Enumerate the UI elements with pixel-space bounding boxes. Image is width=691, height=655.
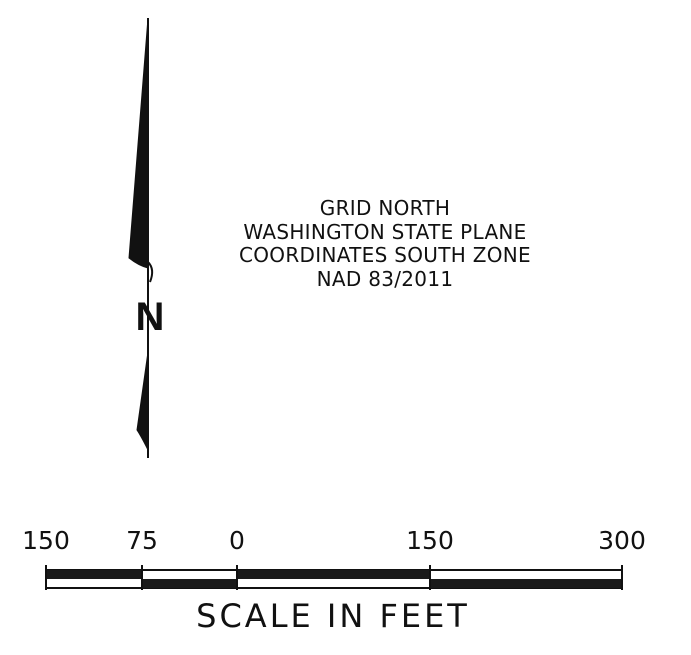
grid-note-line: GRID NORTH: [319, 196, 451, 220]
scale-bar-segment: [430, 579, 622, 588]
scale-label-75: 75: [126, 526, 158, 555]
north-arrow-upper-hook: [147, 261, 154, 283]
scale-caption: SCALE IN FEET: [196, 597, 470, 635]
north-arrow-icon: N: [128, 17, 165, 458]
scale-label-300: 300: [598, 526, 646, 555]
scale-label-150-right: 150: [406, 526, 454, 555]
scale-bar-segment: [142, 579, 237, 588]
scale-bar-segment: [46, 570, 142, 579]
scale-label-0: 0: [229, 526, 245, 555]
grid-note-line: WASHINGTON STATE PLANE: [243, 219, 527, 244]
scale-bar-segment: [237, 570, 430, 579]
north-letter: N: [136, 295, 165, 339]
grid-north-note: GRID NORTH WASHINGTON STATE PLANE COORDI…: [205, 196, 565, 291]
grid-note-line: COORDINATES SOUTH ZONE: [239, 243, 531, 267]
north-arrow-lower-blade: [136, 351, 149, 451]
scale-bar: [45, 565, 623, 590]
grid-note-line: NAD 83/2011: [316, 266, 454, 291]
north-arrow-upper-blade: [128, 17, 149, 269]
scale-label-150-left: 150: [22, 526, 70, 555]
